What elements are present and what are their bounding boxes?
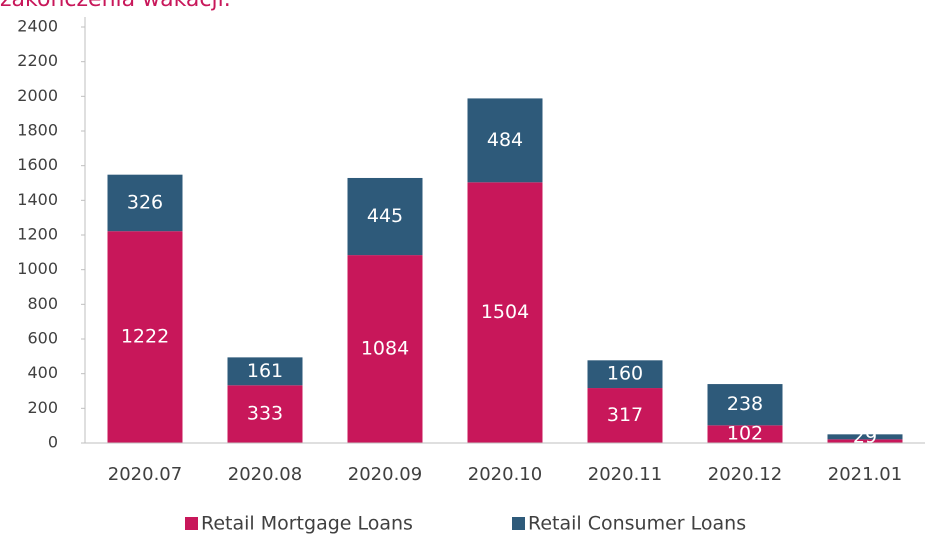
x-tick-label: 2020.08 (228, 464, 302, 485)
y-tick-label: 2400 (17, 17, 58, 36)
y-tick-label: 2000 (17, 86, 58, 105)
y-tick-label: 2200 (17, 51, 58, 70)
y-tick-label: 1000 (17, 259, 58, 278)
bar-segment (227, 357, 303, 386)
y-tick-label: 1800 (17, 121, 58, 140)
bar-segment (107, 174, 183, 232)
data-label: 238 (727, 393, 763, 415)
bar-segment (707, 384, 783, 426)
legend-swatch (185, 517, 198, 530)
y-tick-label: 1600 (17, 155, 58, 174)
bar-segment (707, 425, 783, 443)
bar-segment (347, 177, 423, 256)
data-label: 317 (607, 404, 643, 426)
data-label: 161 (247, 360, 283, 382)
bar-segment (587, 388, 663, 443)
data-label: 160 (607, 363, 643, 385)
y-tick-label: 200 (27, 398, 58, 417)
bar-segment (107, 231, 183, 443)
bar-segment (467, 98, 543, 183)
data-label: 445 (367, 205, 403, 227)
x-tick-label: 2020.07 (108, 464, 182, 485)
data-label: 1504 (481, 301, 529, 323)
data-label: 1222 (121, 326, 169, 348)
bar-segment (827, 439, 903, 443)
x-tick-label: 2020.11 (588, 464, 662, 485)
x-tick-label: 2021.01 (828, 464, 902, 485)
x-tick-label: 2020.10 (468, 464, 542, 485)
bar-segment (347, 255, 423, 443)
chart-title: zakończenia wakacji. (0, 0, 231, 12)
y-tick-label: 800 (27, 294, 58, 313)
x-tick-label: 2020.09 (348, 464, 422, 485)
y-tick-label: 1400 (17, 190, 58, 209)
x-tick-label: 2020.12 (708, 464, 782, 485)
y-tick-label: 1200 (17, 225, 58, 244)
data-label: 333 (247, 403, 283, 425)
bar-segment (227, 385, 303, 443)
legend-label: Retail Consumer Loans (528, 513, 746, 535)
bar-segment (827, 434, 903, 440)
data-label: 484 (487, 129, 523, 151)
data-label: 1084 (361, 338, 409, 360)
y-tick-label: 600 (27, 329, 58, 348)
bar-segment (587, 360, 663, 389)
legend-swatch (512, 517, 525, 530)
data-label: 102 (727, 423, 763, 445)
data-label: 326 (127, 191, 163, 213)
y-tick-label: 400 (27, 363, 58, 382)
data-label: 29 (853, 425, 877, 447)
legend-label: Retail Mortgage Loans (201, 513, 413, 535)
y-tick-label: 0 (48, 433, 58, 452)
bar-segment (467, 182, 543, 443)
